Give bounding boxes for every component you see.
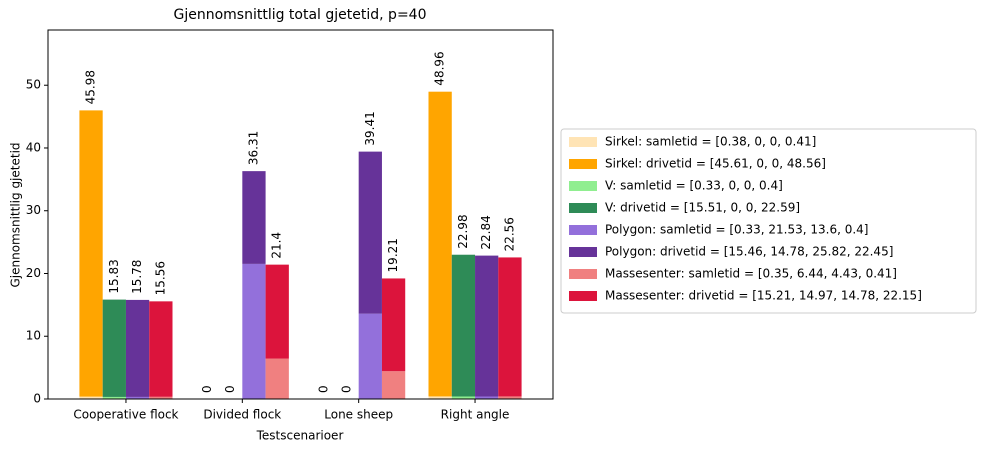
value-label: 39.41 [363,111,377,145]
y-tick-label: 40 [26,140,41,154]
x-tick-label: Cooperative flock [73,408,178,422]
value-label: 22.56 [502,217,516,251]
value-label: 21.4 [270,232,284,259]
chart-title: Gjennomsnittlig total gjetetid, p=40 [173,7,426,23]
legend-label: Polygon: samletid = [0.33, 21.53, 13.6, … [605,223,868,237]
bar-segment [79,110,103,397]
value-label: 0 [223,385,237,393]
y-tick-label: 20 [26,266,41,280]
bar-segment [125,299,150,397]
legend-label: Massesenter: drivetid = [15.21, 14.97, 1… [605,289,922,303]
bar-segment [358,151,382,314]
legend-swatch [569,291,597,301]
bar-segment [475,396,499,399]
legend-swatch [569,203,597,213]
legend-swatch [569,225,597,235]
value-label: 22.84 [479,215,493,249]
legend-swatch [569,181,597,191]
y-axis-label: Gjennomsnittlig gjetetid [9,142,23,287]
bar-segment [451,254,476,397]
bar-segment [475,255,499,397]
value-label: 0 [200,385,214,393]
value-label: 36.31 [246,131,260,165]
bar-segment [242,263,266,399]
legend-label: Massesenter: samletid = [0.35, 6.44, 4.4… [605,267,897,281]
legend-swatch [569,159,597,169]
legend-label: V: drivetid = [15.51, 0, 0, 22.59] [605,201,800,215]
x-axis-label: Testscenarioer [256,429,344,443]
value-label: 22.98 [456,214,470,248]
bar-segment [498,396,522,399]
bar-segment [381,371,406,399]
y-tick-label: 30 [26,203,41,217]
value-label: 48.96 [433,51,447,85]
bar-segment [428,91,452,397]
bar-segment [149,396,173,399]
value-label: 0 [316,385,330,393]
x-tick-label: Right angle [441,408,510,422]
legend-label: V: samletid = [0.33, 0, 0, 0.4] [605,179,783,193]
bar-segment [102,396,126,399]
y-tick-label: 50 [26,78,41,92]
bar-segment [102,299,126,397]
bar-segment [79,396,103,399]
bar-segment [149,301,173,397]
bar-segment [265,264,289,359]
legend-label: Sirkel: samletid = [0.38, 0, 0, 0.41] [605,135,816,149]
value-label: 15.78 [130,260,144,294]
legend-swatch [569,247,597,257]
plot-frame [47,29,554,400]
bar-segment [498,257,522,397]
bar-segment [451,396,476,399]
bar-segment [265,358,289,399]
bar-segment [381,278,406,372]
legend-label: Polygon: drivetid = [15.46, 14.78, 25.82… [605,245,893,259]
x-tick-label: Divided flock [203,408,281,422]
value-label: 15.56 [153,261,167,295]
value-label: 0 [340,385,354,393]
bar-segment [428,396,452,399]
value-label: 45.98 [84,70,98,104]
x-tick-label: Lone sheep [324,408,393,422]
legend-swatch [569,269,597,279]
legend-swatch [569,137,597,147]
legend-label: Sirkel: drivetid = [45.61, 0, 0, 48.56] [605,157,826,171]
value-label: 19.21 [386,238,400,272]
bar-segment [125,396,150,399]
bar-segment [242,171,266,264]
y-tick-label: 0 [33,392,41,406]
value-label: 15.83 [107,259,121,293]
legend-frame [560,128,977,314]
y-tick-label: 10 [26,329,41,343]
bar-segment [358,313,382,399]
